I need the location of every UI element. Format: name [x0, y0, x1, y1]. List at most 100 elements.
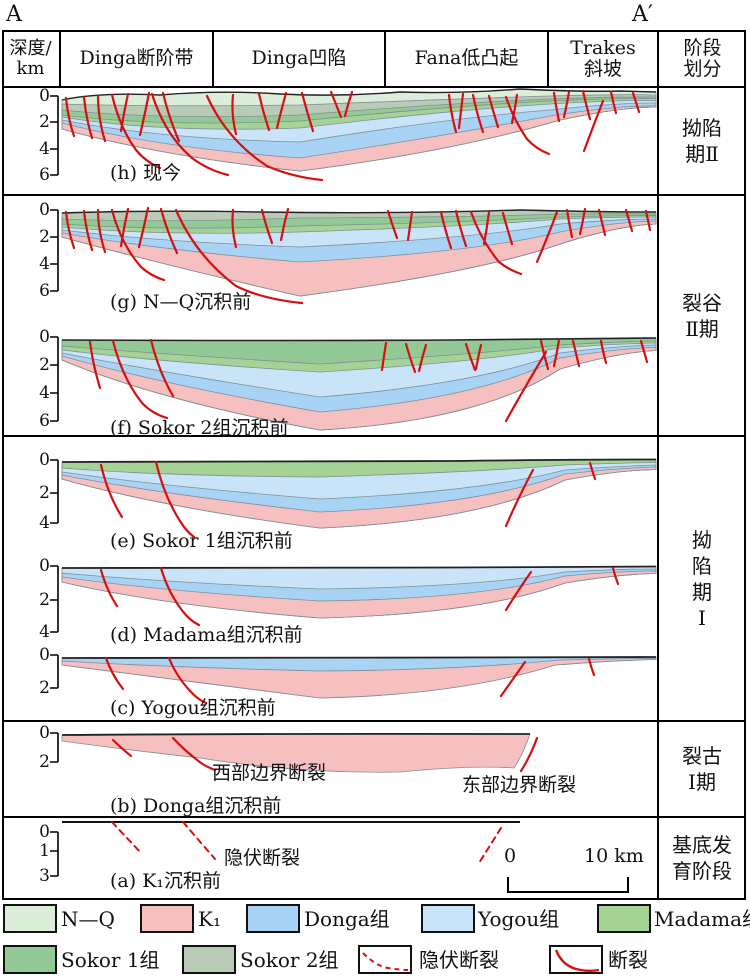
header-vline-2: [212, 30, 214, 88]
header-label: Dinga断阶带: [79, 47, 194, 70]
fault-symbol-icon: [554, 949, 600, 972]
legend-swatch-nq: [3, 904, 57, 933]
caption-a: (a) K₁沉积前: [110, 870, 222, 892]
tick-label: 0: [39, 200, 50, 220]
surface-line: [61, 337, 657, 342]
tick-label: 2: [39, 112, 50, 132]
layer-k1: [61, 347, 657, 431]
stage-rift-2: 裂谷 Ⅱ期: [660, 196, 744, 435]
faults-d: [99, 566, 620, 627]
figure-frame: [2, 30, 746, 900]
header-fana-low-uplift: Fana低凸起: [386, 32, 547, 86]
legend-label-donga: Donga组: [304, 907, 390, 931]
depth-axes: [50, 95, 59, 877]
caption-g: (g) N—Q沉积前: [110, 291, 252, 313]
legend-label-madama: Madama组: [654, 907, 750, 931]
legend-swatch-donga: [246, 904, 300, 933]
faults-e: [99, 460, 597, 539]
faults-f: [88, 338, 649, 423]
surface-line: [61, 209, 657, 214]
stage-line: 育阶段: [672, 859, 732, 883]
legend-swatch-madama: [597, 904, 651, 933]
tick-label: 4: [39, 383, 50, 403]
hidden-fault-label: 隐伏断裂: [224, 847, 301, 869]
divider-row-2: [2, 435, 746, 437]
stage-depression-1: 拗 陷 期 Ⅰ: [660, 437, 744, 720]
divider-row-3: [2, 720, 746, 722]
stage-line: 拗陷: [682, 116, 722, 140]
cross-section-g: [61, 209, 657, 297]
cross-section-f: [61, 337, 657, 431]
layer-k1: [61, 220, 657, 297]
east-boundary-fault-label: 东部边界断裂: [462, 774, 577, 796]
caption-f: (f) Sokor 2组沉积前: [110, 417, 289, 439]
tick-label: 6: [39, 411, 50, 431]
header-label: Trakes: [570, 36, 636, 59]
surface-line: [61, 458, 657, 463]
faults-c: [104, 656, 596, 705]
caption-c: (c) Yogou组沉积前: [110, 697, 276, 719]
legend-swatch-sokor2: [182, 945, 236, 974]
tick-label: 2: [39, 355, 50, 375]
tick-label: 1: [39, 841, 50, 861]
layer-k1: [61, 658, 657, 699]
header-vline-4: [547, 30, 549, 88]
divider-row-1: [2, 194, 746, 196]
stage-basement: 基底发 育阶段: [660, 818, 744, 898]
legend-swatch-fault: [549, 945, 603, 974]
stage-line: 期Ⅱ: [685, 142, 719, 166]
header-label: 阶段: [683, 36, 722, 59]
stage-depression-2: 拗陷 期Ⅱ: [660, 88, 744, 194]
tick-label: 4: [39, 254, 50, 274]
scale-start-label: 0: [504, 845, 517, 867]
header-label: 划分: [683, 58, 722, 80]
tick-label: 0: [39, 723, 50, 743]
faults-b: [111, 736, 539, 773]
tick-label: 6: [39, 281, 50, 301]
tick-label: 2: [39, 678, 50, 698]
legend-swatch-hidden-fault: [358, 945, 412, 974]
divider-row-4: [2, 816, 746, 818]
header-label: Dinga凹陷: [251, 47, 347, 70]
header-depth-line1: 深度/: [9, 37, 52, 59]
faults-h: [64, 89, 641, 182]
stage-line: Ⅰ: [698, 605, 706, 630]
tick-label: 4: [39, 622, 50, 642]
divider-header: [2, 86, 746, 88]
header-stage-division: 阶段 划分: [659, 32, 746, 86]
stage-line: Ⅰ期: [688, 770, 716, 794]
legend-label-nq: N—Q: [61, 907, 115, 931]
section-endpoint-a: A: [6, 2, 22, 27]
tick-label: 3: [39, 866, 50, 886]
tick-label: 0: [39, 327, 50, 347]
stage-line: 裂古: [682, 744, 722, 768]
tick-label: 0: [39, 450, 50, 470]
scale-bar: [507, 877, 629, 893]
caption-d: (d) Madama组沉积前: [110, 624, 303, 646]
tick-label: 2: [39, 752, 50, 772]
header-depth-line2: km: [16, 58, 45, 79]
hidden-faults-a: [111, 821, 502, 864]
layer-k1: [61, 466, 657, 529]
header-depth: 深度/ km: [2, 32, 59, 86]
stage-rift-1: 裂古 Ⅰ期: [660, 722, 744, 816]
tick-label: 2: [39, 227, 50, 247]
layer-k1: [61, 570, 657, 619]
header-dinga-step-zone: Dinga断阶带: [61, 32, 212, 86]
tick-label: 6: [39, 165, 50, 185]
legend-label-sokor1: Sokor 1组: [61, 948, 160, 972]
tick-label: 0: [39, 556, 50, 576]
layer-k1: [61, 105, 657, 172]
tick-label: 0: [39, 645, 50, 665]
tick-label: 2: [39, 590, 50, 610]
tick-label: 0: [39, 822, 50, 842]
west-boundary-fault-label: 西部边界断裂: [212, 762, 327, 784]
stage-line: 拗: [692, 527, 712, 552]
stage-line: Ⅱ期: [685, 316, 719, 341]
caption-e: (e) Sokor 1组沉积前: [110, 530, 293, 552]
cross-section-d: [61, 565, 657, 619]
legend-swatch-sokor1: [3, 945, 57, 974]
tick-label: 2: [39, 483, 50, 503]
